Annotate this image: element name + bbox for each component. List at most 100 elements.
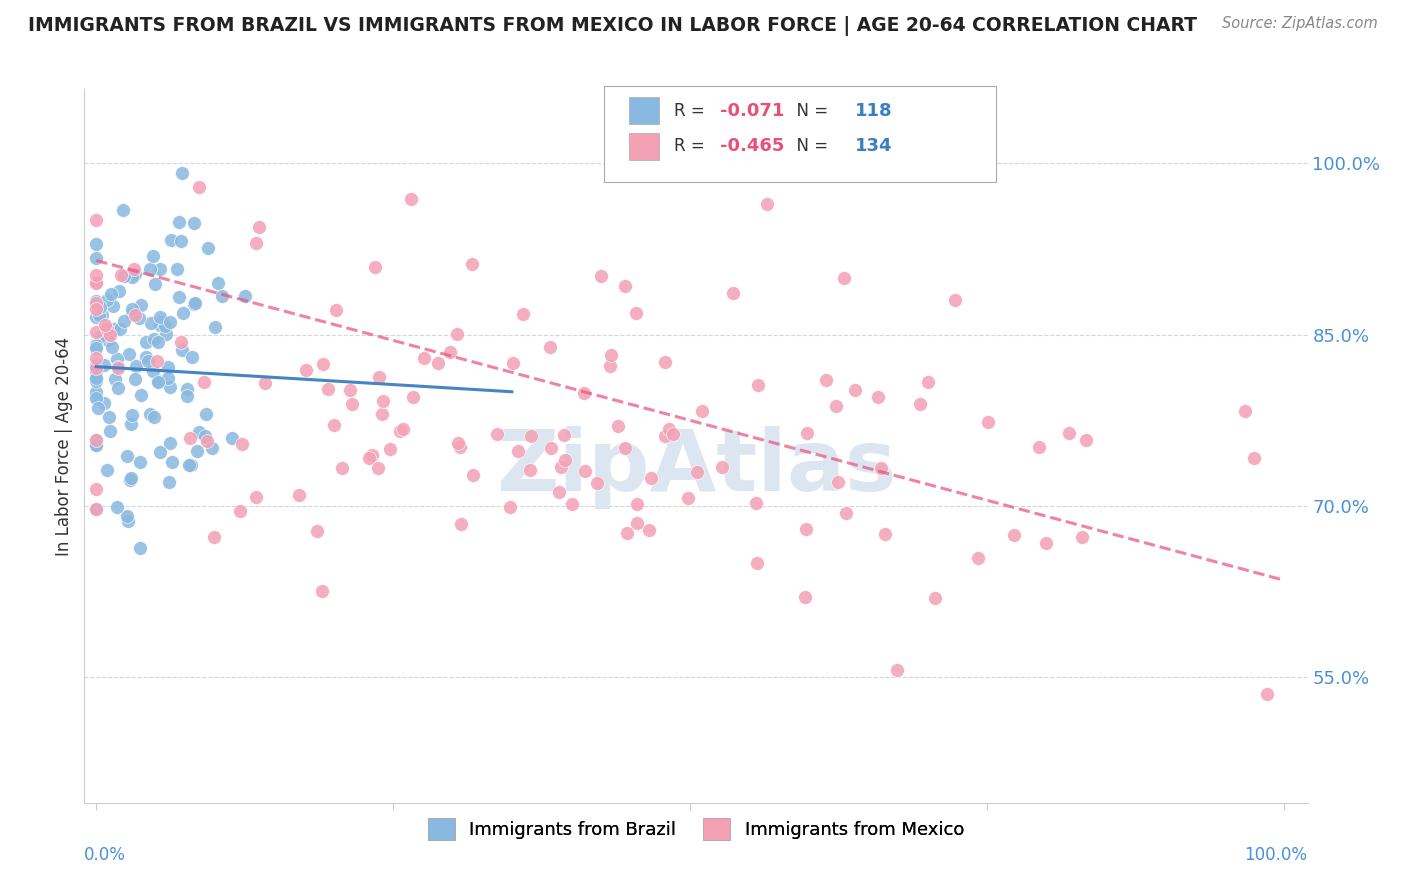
- Point: [149, 445, 172, 459]
- Point: [167, 289, 190, 303]
- Text: N =: N =: [786, 137, 834, 155]
- Point: [195, 434, 218, 448]
- Point: [364, 260, 387, 275]
- Point: [155, 326, 177, 341]
- Point: [129, 388, 152, 402]
- Point: [188, 425, 211, 440]
- Point: [1233, 404, 1256, 418]
- Point: [502, 356, 524, 370]
- Point: [169, 234, 191, 248]
- Point: [153, 319, 176, 334]
- Point: [118, 347, 141, 361]
- Point: [129, 297, 152, 311]
- Point: [231, 437, 253, 451]
- Point: [499, 500, 522, 515]
- Point: [84, 341, 107, 355]
- Point: [461, 257, 484, 271]
- Point: [167, 215, 190, 229]
- Point: [1243, 451, 1265, 466]
- Point: [312, 357, 335, 371]
- FancyBboxPatch shape: [605, 86, 995, 182]
- Point: [910, 397, 932, 411]
- Point: [84, 275, 107, 289]
- Point: [177, 458, 200, 472]
- Point: [157, 475, 180, 490]
- Point: [120, 417, 142, 431]
- Point: [124, 267, 146, 281]
- Point: [112, 269, 135, 284]
- Point: [128, 455, 150, 469]
- Point: [538, 340, 561, 354]
- Point: [875, 527, 897, 541]
- Point: [367, 370, 389, 384]
- Text: ZipAtlas: ZipAtlas: [496, 425, 896, 509]
- Point: [84, 293, 107, 308]
- Point: [176, 389, 198, 403]
- Point: [686, 465, 709, 479]
- Point: [129, 541, 152, 555]
- Point: [112, 313, 135, 327]
- Point: [124, 261, 146, 276]
- Point: [520, 429, 543, 443]
- Point: [426, 356, 449, 370]
- Point: [98, 424, 121, 438]
- Point: [745, 557, 768, 571]
- Point: [118, 473, 141, 487]
- Point: [1057, 425, 1080, 440]
- Point: [966, 550, 988, 565]
- Point: [607, 419, 630, 434]
- Point: [143, 332, 166, 346]
- Point: [1256, 687, 1278, 701]
- Point: [84, 371, 107, 385]
- Point: [721, 286, 744, 301]
- Point: [112, 203, 135, 218]
- Point: [89, 300, 111, 314]
- Point: [572, 385, 595, 400]
- Point: [84, 310, 107, 324]
- Text: 118: 118: [855, 102, 893, 120]
- Point: [357, 450, 380, 465]
- Point: [378, 442, 401, 456]
- Point: [589, 269, 612, 284]
- Point: [827, 475, 849, 489]
- Point: [90, 308, 112, 322]
- Point: [180, 458, 202, 473]
- Point: [389, 424, 412, 438]
- Point: [181, 350, 204, 364]
- Point: [90, 329, 112, 343]
- Point: [616, 525, 638, 540]
- Point: [446, 436, 468, 450]
- Point: [486, 427, 509, 442]
- Text: Source: ZipAtlas.com: Source: ZipAtlas.com: [1222, 16, 1378, 31]
- Point: [93, 359, 115, 373]
- Point: [519, 463, 541, 477]
- Point: [640, 471, 662, 485]
- Point: [84, 502, 107, 516]
- Point: [84, 301, 107, 316]
- Point: [100, 287, 122, 301]
- Point: [170, 166, 193, 180]
- Point: [84, 364, 107, 378]
- Point: [176, 382, 198, 396]
- Point: [186, 443, 208, 458]
- Point: [547, 485, 569, 500]
- Point: [711, 460, 734, 475]
- Point: [107, 361, 129, 376]
- Point: [401, 192, 423, 206]
- Point: [150, 315, 173, 329]
- Point: [561, 497, 583, 511]
- Point: [84, 391, 107, 405]
- Point: [233, 289, 256, 303]
- Point: [866, 391, 889, 405]
- Point: [361, 448, 384, 462]
- Point: [143, 409, 166, 424]
- Point: [136, 354, 159, 368]
- Point: [340, 397, 363, 411]
- Point: [146, 374, 169, 388]
- Point: [159, 436, 181, 450]
- Point: [84, 325, 107, 339]
- Point: [924, 591, 946, 605]
- Point: [221, 431, 243, 445]
- Point: [139, 261, 162, 276]
- Point: [796, 425, 818, 440]
